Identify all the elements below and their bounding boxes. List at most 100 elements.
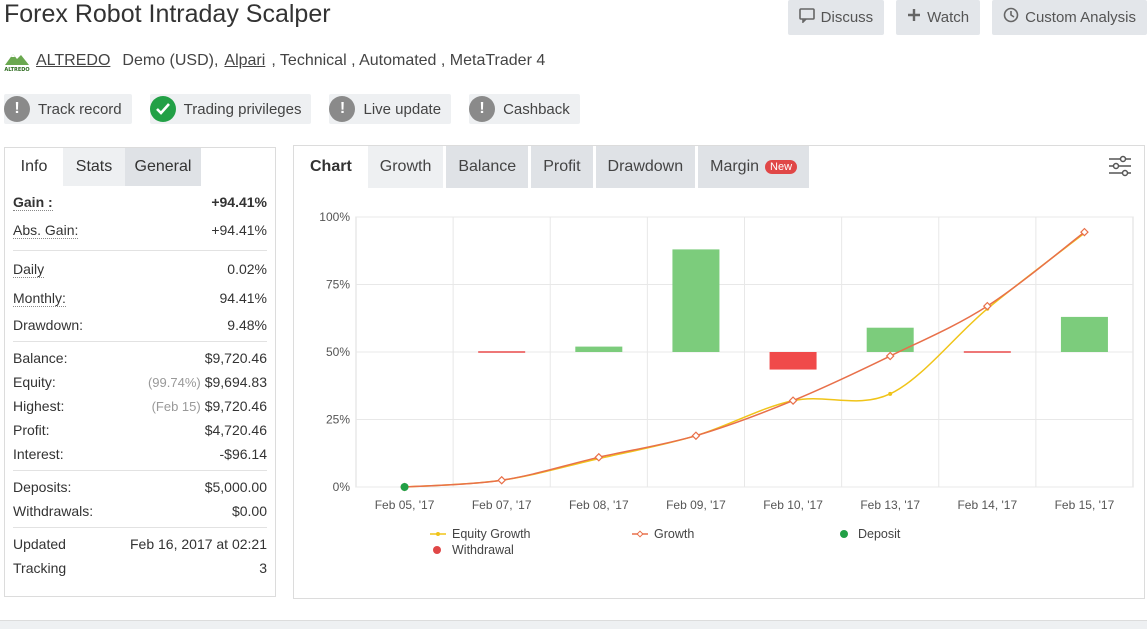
watch-button[interactable]: Watch [896,0,981,35]
system-info-line: ALTREDO ALTREDO Demo (USD), Alpari , Tec… [4,50,546,73]
badge-label: Track record [38,100,122,118]
badge-label: Live update [363,100,442,118]
bar [769,352,817,370]
daily-value: 0.02% [227,261,267,277]
plus-icon [907,8,921,27]
withdrawals-value: $0.00 [231,503,267,519]
new-badge: New [765,160,798,174]
daily-label[interactable]: Daily [13,260,45,278]
profit-row: Profit: $4,720.46 [13,418,267,442]
series-point [594,452,604,462]
bar [575,346,623,352]
comment-icon [798,7,815,28]
gain-label[interactable]: Gain : [13,193,53,211]
tab-balance[interactable]: Balance [446,146,529,188]
gain-row: Gain : +94.41% [13,190,267,214]
tab-margin-label: Margin [710,158,760,175]
clock-icon [1003,7,1019,28]
custom-analysis-button[interactable]: Custom Analysis [992,0,1147,35]
series-point [888,391,893,396]
account-type: Demo (USD), [122,52,219,69]
series-point [1080,227,1089,237]
highest-row: Highest: (Feb 15) $9,720.46 [13,394,267,418]
withdrawals-label: Withdrawals: [13,503,94,519]
interest-label: Interest: [13,446,64,462]
live-update-badge[interactable]: ! Live update [329,94,452,124]
y-tick-label: 50% [326,345,350,359]
series-point [497,475,507,485]
tab-chart[interactable]: Chart [294,146,368,188]
y-tick-label: 100% [319,210,350,224]
divider [13,250,267,251]
bottom-section-edge [0,620,1147,629]
discuss-button[interactable]: Discuss [787,0,885,35]
x-tick-label: Feb 15, '17 [1055,498,1115,512]
custom-analysis-label: Custom Analysis [1025,9,1136,26]
updated-label: Updated [13,536,66,552]
chart-settings-icon[interactable] [1108,154,1132,178]
badge-label: Trading privileges [183,100,302,118]
status-badges: ! Track record Trading privileges ! Live… [4,94,580,124]
highest-date: (Feb 15) [151,399,201,414]
tab-stats[interactable]: Stats [63,148,125,186]
drawdown-label: Drawdown: [13,317,84,333]
stats-panel: Info Stats General Gain : +94.41% Abs. G… [4,147,276,597]
legend-swatch [433,546,441,554]
interest-value: -$96.14 [219,446,267,462]
stats-body: Gain : +94.41% Abs. Gain: +94.41% Daily … [5,186,275,580]
broker-link[interactable]: Alpari [224,52,266,69]
equity-value: $9,694.83 [204,374,267,390]
tab-drawdown[interactable]: Drawdown [595,146,696,188]
warning-icon: ! [4,96,30,122]
x-tick-label: Feb 09, '17 [666,498,726,512]
profit-value: $4,720.46 [204,422,267,438]
monthly-label[interactable]: Monthly: [13,289,66,307]
legend-swatch [636,530,644,538]
abs-gain-value: +94.41% [211,222,267,238]
warning-icon: ! [469,96,496,122]
trading-privileges-badge[interactable]: Trading privileges [149,94,312,124]
divider [13,341,267,342]
altredo-logo: ALTREDO [4,50,30,73]
equity-label: Equity: [13,374,56,390]
balance-row: Balance: $9,720.46 [13,346,267,370]
stats-tabs: Info Stats General [5,148,275,186]
system-tags: , Technical , Automated , MetaTrader 4 [271,52,546,69]
tracking-row: Tracking 3 [13,556,267,580]
discuss-label: Discuss [820,9,874,26]
tab-growth[interactable]: Growth [367,146,444,188]
highest-label: Highest: [13,398,65,414]
deposits-value: $5,000.00 [204,479,267,495]
tracking-value: 3 [259,560,267,576]
page-title: Forex Robot Intraday Scalper [4,0,331,28]
series-point [885,351,895,361]
track-record-badge[interactable]: ! Track record [4,94,132,124]
y-tick-label: 75% [326,278,350,292]
tracking-label: Tracking [13,560,67,576]
tab-profit[interactable]: Profit [531,146,593,188]
withdrawals-row: Withdrawals: $0.00 [13,499,267,523]
deposit-point [400,483,409,491]
monthly-value: 94.41% [219,290,267,306]
deposits-label: Deposits: [13,479,72,495]
profit-label: Profit: [13,422,50,438]
bar [1060,316,1108,352]
abs-gain-row: Abs. Gain: +94.41% [13,214,267,246]
x-tick-label: Feb 13, '17 [860,498,920,512]
y-tick-label: 25% [326,413,350,427]
author-link[interactable]: ALTREDO [36,52,111,69]
checkmark-icon [149,96,176,122]
abs-gain-label[interactable]: Abs. Gain: [13,221,79,239]
tab-margin[interactable]: Margin New [698,146,810,188]
y-tick-label: 0% [333,480,351,494]
tab-info[interactable]: Info [5,148,63,186]
interest-row: Interest: -$96.14 [13,442,267,466]
cashback-badge[interactable]: ! Cashback [469,94,580,124]
x-tick-label: Feb 05, '17 [375,498,435,512]
x-tick-label: Feb 10, '17 [763,498,823,512]
tab-general[interactable]: General [125,148,201,186]
deposits-row: Deposits: $5,000.00 [13,475,267,499]
legend-swatch [840,530,848,538]
watch-label: Watch [927,9,970,26]
divider [13,527,267,528]
